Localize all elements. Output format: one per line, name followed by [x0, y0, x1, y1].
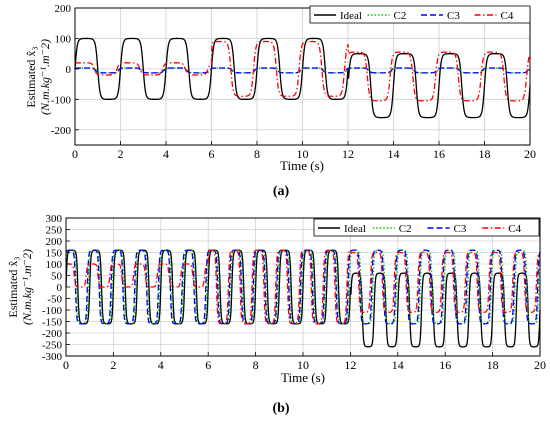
- x-tick-label: 2: [118, 147, 124, 161]
- legend-label-c4: C4: [501, 10, 514, 22]
- x-tick-label: 18: [479, 147, 491, 161]
- y-tick-label: -100: [42, 305, 63, 317]
- legend-label-c2: C2: [399, 223, 412, 235]
- y-tick-label: 100: [55, 33, 72, 45]
- y-tick-label: -100: [51, 94, 72, 106]
- legend-label-c2: C2: [394, 10, 407, 22]
- panel-a-legend-box: [309, 5, 531, 24]
- panel-a-y-ticks: 200 100 0 -100 -200: [51, 3, 79, 137]
- panel-b-legend-entries: Ideal C2 C3 C4: [318, 223, 522, 235]
- panel-b-series: [65, 249, 541, 348]
- panel-b: 0 2 4 6 8 10 12 14 16 18 20 300250200150100500-50-…: [6, 213, 546, 416]
- x-tick-label: 12: [344, 358, 356, 372]
- x-tick-label: 18: [487, 358, 499, 372]
- y-tick-label: -200: [51, 125, 72, 137]
- panel-b-xlabel: Time (s): [281, 370, 325, 385]
- legend-label-c3: C3: [447, 10, 460, 22]
- x-tick-label: 0: [72, 147, 78, 161]
- panel-a-ylabel: Estimated x̂₃ (N.m.kg⁻¹.m⁻2): [24, 39, 52, 115]
- y-tick-label: -250: [42, 340, 63, 352]
- series-line-c3: [65, 249, 541, 325]
- x-tick-label: 0: [63, 358, 69, 372]
- x-tick-label: 16: [439, 358, 451, 372]
- series-line-c2: [74, 67, 531, 74]
- x-tick-label: 4: [158, 358, 164, 372]
- y-tick-label: 300: [46, 213, 63, 225]
- y-tick-label: -150: [42, 317, 63, 329]
- panel-a-series: [74, 37, 531, 119]
- y-tick-label: 0: [57, 282, 63, 294]
- x-tick-label: 4: [163, 147, 169, 161]
- y-tick-label: 200: [55, 3, 72, 15]
- y-tick-label: -300: [42, 351, 63, 363]
- panel-b-legend-box: [313, 218, 540, 237]
- panel-a-legend: Ideal C2 C3 C4: [309, 5, 531, 24]
- series-line-c4: [74, 40, 531, 102]
- x-tick-label: 20: [524, 147, 536, 161]
- panel-b-y-ticks: 300250200150100500-50-100-150-200-250-30…: [42, 213, 70, 363]
- panel-b-label: (b): [272, 401, 289, 416]
- legend-label-c3: C3: [454, 223, 467, 235]
- x-tick-label: 8: [254, 147, 260, 161]
- panel-a: 0 2 4 6 8 10 12 14 16 18 20 200 100 0 -100 -200 Time (…: [24, 3, 536, 199]
- y-tick-label: 200: [46, 236, 63, 248]
- y-tick-label: -50: [47, 294, 62, 306]
- panel-b-legend: Ideal C2 C3 C4: [313, 218, 540, 237]
- y-tick-label: 0: [66, 64, 72, 76]
- x-tick-label: 12: [342, 147, 354, 161]
- panel-a-xlabel: Time (s): [280, 158, 324, 173]
- panel-a-legend-entries: Ideal C2 C3 C4: [314, 10, 514, 22]
- x-tick-label: 6: [209, 147, 215, 161]
- legend-label-ideal: Ideal: [340, 10, 362, 22]
- y-tick-label: 50: [51, 271, 63, 283]
- panel-b-ylabel-line1: Estimated x̂₃: [6, 256, 20, 317]
- x-tick-label: 6: [205, 358, 211, 372]
- panel-b-ylabel-line2: (N.m.kg⁻¹.m⁻2): [20, 249, 34, 325]
- panel-b-x-ticks: 0 2 4 6 8 10 12 14 16 18 20: [63, 352, 546, 372]
- x-tick-label: 2: [110, 358, 116, 372]
- x-tick-label: 14: [392, 358, 404, 372]
- x-tick-label: 10: [297, 358, 309, 372]
- panel-a-ylabel-line1: Estimated x̂₃: [24, 46, 38, 107]
- legend-label-c4: C4: [508, 223, 521, 235]
- x-tick-label: 14: [388, 147, 400, 161]
- y-tick-label: 250: [46, 225, 63, 237]
- x-tick-label: 16: [433, 147, 445, 161]
- y-tick-label: 100: [46, 259, 63, 271]
- x-tick-label: 20: [534, 358, 546, 372]
- series-line-ideal: [65, 249, 541, 348]
- y-tick-label: 150: [46, 248, 63, 260]
- y-tick-label: -200: [42, 328, 63, 340]
- panel-a-x-ticks: 0 2 4 6 8 10 12 14 16 18 20: [72, 141, 536, 161]
- legend-label-ideal: Ideal: [344, 223, 366, 235]
- panel-a-ylabel-line2: (N.m.kg⁻¹.m⁻2): [38, 39, 52, 115]
- x-tick-label: 8: [253, 358, 259, 372]
- x-tick-label: 10: [297, 147, 309, 161]
- panel-a-label: (a): [273, 184, 290, 199]
- panel-b-ylabel: Estimated x̂₃ (N.m.kg⁻¹.m⁻2): [6, 249, 34, 325]
